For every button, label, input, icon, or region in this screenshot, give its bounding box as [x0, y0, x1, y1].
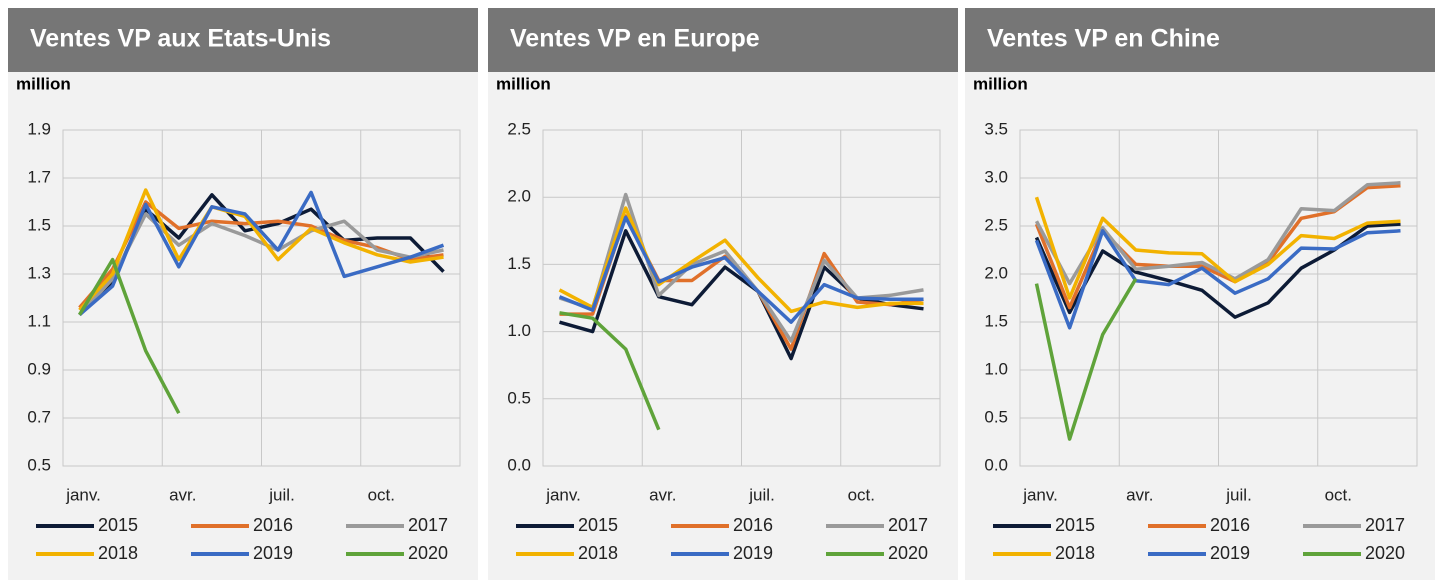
legend-label: 2017 — [888, 515, 928, 535]
panel-bg — [965, 72, 1435, 580]
y-tick-label: 0.7 — [27, 407, 51, 426]
legend-label: 2015 — [98, 515, 138, 535]
y-tick-label: 3.5 — [984, 119, 1008, 138]
legend-label: 2016 — [253, 515, 293, 535]
chart-title: Ventes VP en Chine — [987, 25, 1220, 53]
legend-label: 2020 — [888, 543, 928, 563]
legend-label: 2018 — [1055, 543, 1095, 563]
x-tick-label: oct. — [848, 485, 875, 504]
legend-label: 2018 — [578, 543, 618, 563]
unit-label: million — [973, 74, 1028, 93]
unit-label: million — [16, 74, 71, 93]
legend-label: 2019 — [1210, 543, 1250, 563]
x-tick-label: avr. — [649, 485, 676, 504]
series-line — [1034, 196, 1401, 300]
panel-bg — [8, 72, 478, 580]
legend-label: 2017 — [1365, 515, 1405, 535]
y-tick-label: 0.5 — [27, 455, 51, 474]
series-line — [1034, 229, 1401, 330]
title-bar — [488, 8, 958, 72]
legend-label: 2015 — [1055, 515, 1095, 535]
y-tick-label: 0.5 — [984, 407, 1008, 426]
series-line — [558, 206, 924, 314]
panel-bg — [488, 72, 958, 580]
x-tick-label: juil. — [1225, 485, 1252, 504]
series-line — [77, 257, 181, 415]
y-tick-label: 1.7 — [27, 167, 51, 186]
legend-label: 2020 — [1365, 543, 1405, 563]
y-tick-label: 1.0 — [507, 321, 531, 340]
y-tick-label: 0.5 — [507, 388, 531, 407]
y-tick-label: 0.9 — [27, 359, 51, 378]
title-bar — [965, 8, 1435, 72]
y-tick-label: 1.3 — [27, 263, 51, 282]
x-tick-label: janv. — [65, 485, 101, 504]
y-tick-label: 3.0 — [984, 167, 1008, 186]
legend-label: 2019 — [733, 543, 773, 563]
series-line — [78, 212, 444, 316]
y-tick-label: 2.5 — [984, 215, 1008, 234]
y-tick-label: 0.0 — [507, 455, 531, 474]
x-tick-label: janv. — [545, 485, 581, 504]
y-tick-label: 2.0 — [507, 187, 531, 206]
series-line — [1034, 181, 1401, 286]
series-line — [78, 190, 445, 317]
legend-label: 2019 — [253, 543, 293, 563]
x-tick-label: janv. — [1022, 485, 1058, 504]
legend-label: 2020 — [408, 543, 448, 563]
chart-title: Ventes VP aux Etats-Unis — [30, 25, 331, 53]
chart-title: Ventes VP en Europe — [510, 25, 760, 53]
unit-label: million — [496, 74, 551, 93]
legend-label: 2016 — [1210, 515, 1250, 535]
x-tick-label: oct. — [368, 485, 395, 504]
title-bar — [8, 8, 478, 72]
x-tick-label: juil. — [268, 485, 295, 504]
legend-label: 2018 — [98, 543, 138, 563]
x-tick-label: oct. — [1325, 485, 1352, 504]
y-tick-label: 0.0 — [984, 455, 1008, 474]
y-tick-label: 2.0 — [984, 263, 1008, 282]
series-line — [559, 311, 661, 431]
series-line — [78, 188, 444, 312]
x-tick-label: avr. — [1126, 485, 1153, 504]
legend-label: 2017 — [408, 515, 448, 535]
x-tick-label: avr. — [169, 485, 196, 504]
y-tick-label: 1.0 — [984, 359, 1008, 378]
series-line — [1034, 277, 1138, 441]
y-tick-label: 1.9 — [27, 119, 51, 138]
y-tick-label: 1.5 — [507, 254, 531, 273]
legend-label: 2016 — [733, 515, 773, 535]
y-tick-label: 2.5 — [507, 119, 531, 138]
legend-label: 2015 — [578, 515, 618, 535]
y-tick-label: 1.1 — [27, 311, 51, 330]
series-line — [558, 215, 924, 324]
y-tick-label: 1.5 — [27, 215, 51, 234]
y-tick-label: 1.5 — [984, 311, 1008, 330]
x-tick-label: juil. — [748, 485, 775, 504]
